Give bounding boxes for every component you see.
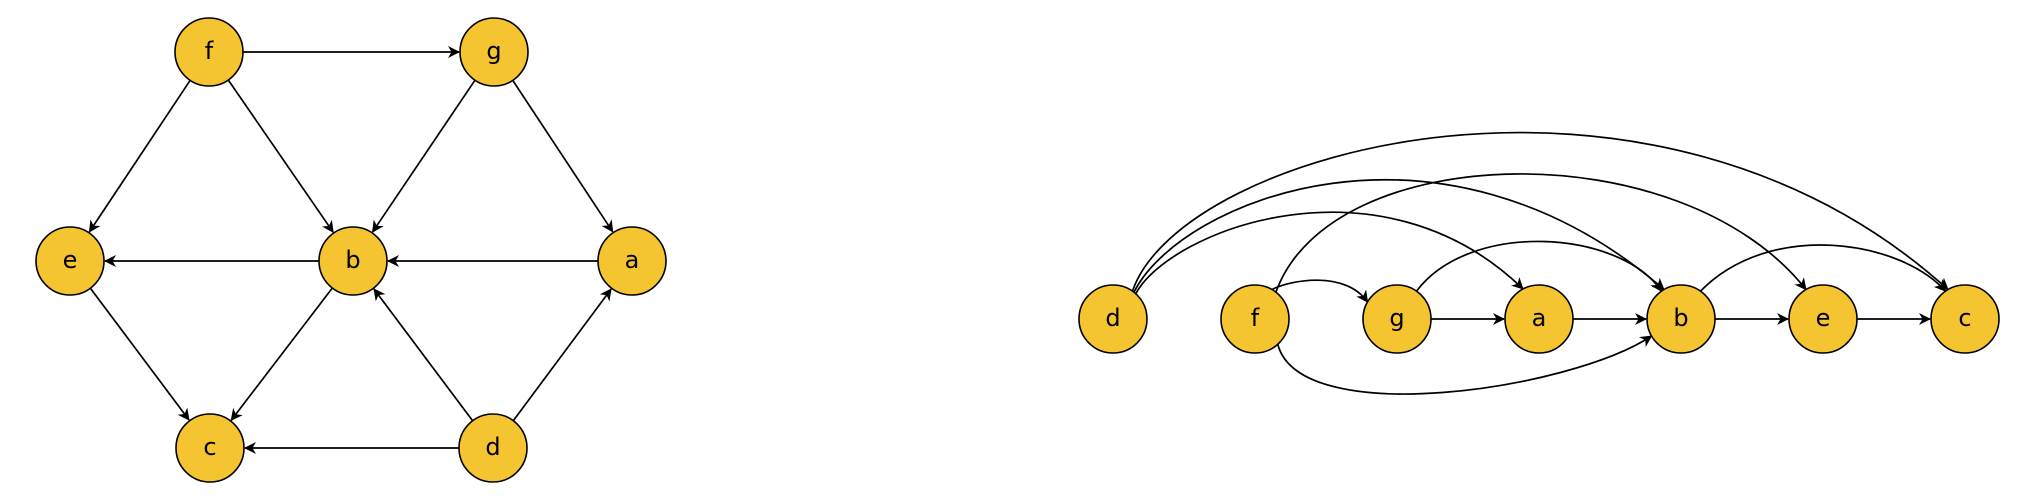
left-node-b-label: b [345, 246, 360, 274]
left-graph: a b c d e f g [35, 17, 667, 483]
left-nodes: a b c d e f g [35, 17, 667, 483]
left-node-e-label: e [63, 246, 78, 274]
left-edge-e-c [89, 287, 190, 421]
left-node-d-circle [458, 413, 528, 483]
left-node-a-label: a [625, 246, 640, 274]
right-edge-d-a [1135, 211, 1524, 295]
left-node-b-circle [318, 226, 388, 296]
right-edge-b-c [1699, 244, 1947, 292]
right-node-c: c [1930, 284, 2000, 354]
right-node-b-circle [1646, 284, 1716, 354]
right-node-b-label: b [1673, 304, 1688, 332]
right-edge-d-c [1131, 131, 1949, 292]
right-graph: a b c d e f g [1078, 131, 2000, 395]
right-edge-f-g [1271, 279, 1369, 303]
right-node-f: f [1220, 284, 1290, 354]
right-node-e: e [1788, 284, 1858, 354]
left-node-e: e [35, 226, 105, 296]
right-node-a: a [1504, 284, 1574, 354]
right-node-g-circle [1362, 284, 1432, 354]
right-node-f-label: f [1251, 304, 1260, 332]
right-nodes: a b c d e f g [1078, 284, 2000, 354]
left-edge-d-b [373, 288, 474, 422]
right-edge-d-b [1133, 178, 1665, 293]
right-edges [1131, 131, 1949, 395]
left-node-a: a [597, 226, 667, 296]
right-node-e-circle [1788, 284, 1858, 354]
left-node-g: g [459, 17, 529, 87]
left-node-g-label: g [486, 37, 501, 65]
left-node-c: c [175, 413, 245, 483]
left-node-c-circle [175, 413, 245, 483]
left-node-f: f [174, 17, 244, 87]
right-node-g: g [1362, 284, 1432, 354]
right-edge-f-e [1275, 173, 1807, 293]
left-edge-f-e [88, 79, 191, 233]
left-edge-d-a [512, 288, 612, 422]
left-edges [88, 46, 614, 454]
right-node-d-circle [1078, 284, 1148, 354]
left-node-f-label: f [205, 37, 214, 65]
right-node-a-label: a [1532, 304, 1547, 332]
right-node-d-label: d [1105, 304, 1120, 332]
right-node-c-circle [1930, 284, 2000, 354]
left-node-g-circle [459, 17, 529, 87]
right-node-f-circle [1220, 284, 1290, 354]
right-node-d: d [1078, 284, 1148, 354]
right-node-a-circle [1504, 284, 1574, 354]
right-node-b: b [1646, 284, 1716, 354]
left-node-c-label: c [203, 433, 216, 461]
right-edge-f-b [1276, 335, 1653, 395]
right-node-e-label: e [1816, 304, 1831, 332]
right-node-c-label: c [1958, 304, 1971, 332]
left-node-b: b [318, 226, 388, 296]
left-node-a-circle [597, 226, 667, 296]
left-node-d: d [458, 413, 528, 483]
left-node-d-label: d [485, 433, 500, 461]
left-edge-f-b [227, 79, 334, 234]
right-edge-g-b [1415, 240, 1663, 292]
right-node-g-label: g [1389, 304, 1404, 332]
left-edge-b-c [230, 287, 334, 421]
left-edge-g-a [512, 79, 614, 233]
left-edge-g-b [371, 79, 476, 233]
left-node-e-circle [35, 226, 105, 296]
left-node-f-circle [174, 17, 244, 87]
